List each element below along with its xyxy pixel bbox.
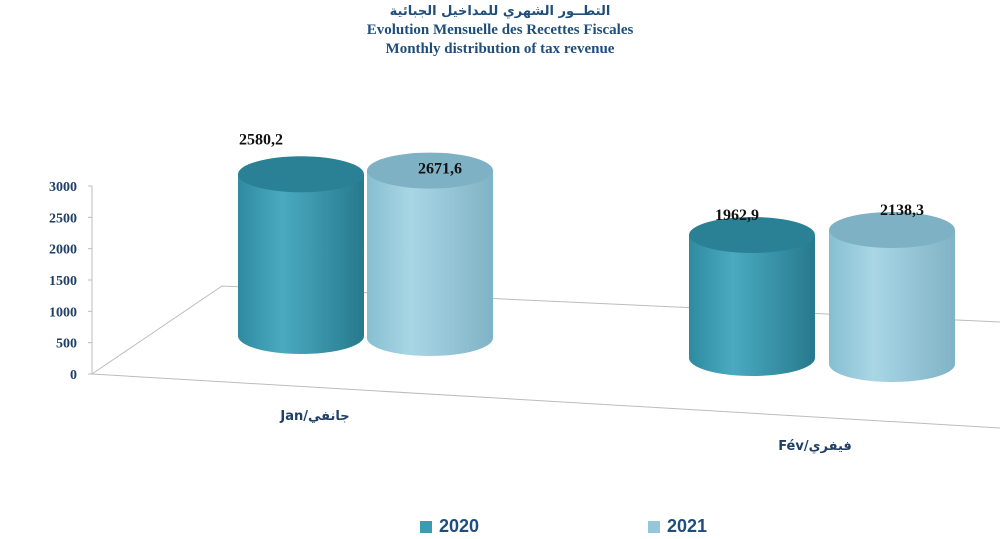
y-tick-label: 500 bbox=[56, 337, 77, 352]
floor-front-edge bbox=[91, 373, 1000, 429]
bar-2021-1 bbox=[829, 229, 955, 382]
y-tick-label: 1000 bbox=[49, 305, 77, 320]
legend-swatch-2020 bbox=[420, 520, 432, 533]
y-tick-label: 1500 bbox=[49, 274, 77, 289]
data-label-2021-0: 2671,6 bbox=[418, 161, 462, 178]
category-label-0: Jan/جانفي bbox=[279, 409, 349, 424]
legend-label-2020: 2020 bbox=[439, 516, 480, 536]
chart-title-english: Monthly distribution of tax revenue bbox=[385, 41, 615, 57]
data-label-2020-1: 1962,9 bbox=[715, 207, 759, 224]
chart-title-french: Evolution Mensuelle des Recettes Fiscale… bbox=[366, 22, 634, 38]
chart-titles: التطــور الشهري للمداخيل الجبائية Evolut… bbox=[0, 2, 1000, 59]
y-tick-label: 2500 bbox=[49, 211, 77, 226]
y-tick-label: 2000 bbox=[49, 243, 77, 258]
legend-item-2021: 2021 bbox=[648, 516, 707, 537]
bar-top-2020-0 bbox=[238, 156, 364, 193]
category-label-1: Fév/فيفري bbox=[778, 439, 852, 454]
data-label-2020-0: 2580,2 bbox=[239, 131, 283, 148]
bar-2020-1 bbox=[689, 234, 815, 376]
bar-top-2021-0 bbox=[367, 152, 493, 189]
legend: 2020 2021 bbox=[0, 516, 1000, 538]
legend-swatch-2021 bbox=[648, 520, 660, 533]
y-tick-label: 0 bbox=[70, 368, 77, 383]
bar-2020-0 bbox=[238, 174, 364, 354]
data-label-2021-1: 2138,3 bbox=[880, 202, 924, 219]
legend-item-2020: 2020 bbox=[420, 516, 479, 537]
bar-2021-0 bbox=[367, 170, 493, 356]
bar-top-2021-1 bbox=[829, 211, 955, 248]
y-tick-label: 3000 bbox=[49, 180, 77, 195]
bar-top-2020-1 bbox=[689, 216, 815, 253]
chart-title-arabic: التطــور الشهري للمداخيل الجبائية bbox=[389, 4, 611, 19]
legend-label-2021: 2021 bbox=[667, 516, 708, 536]
